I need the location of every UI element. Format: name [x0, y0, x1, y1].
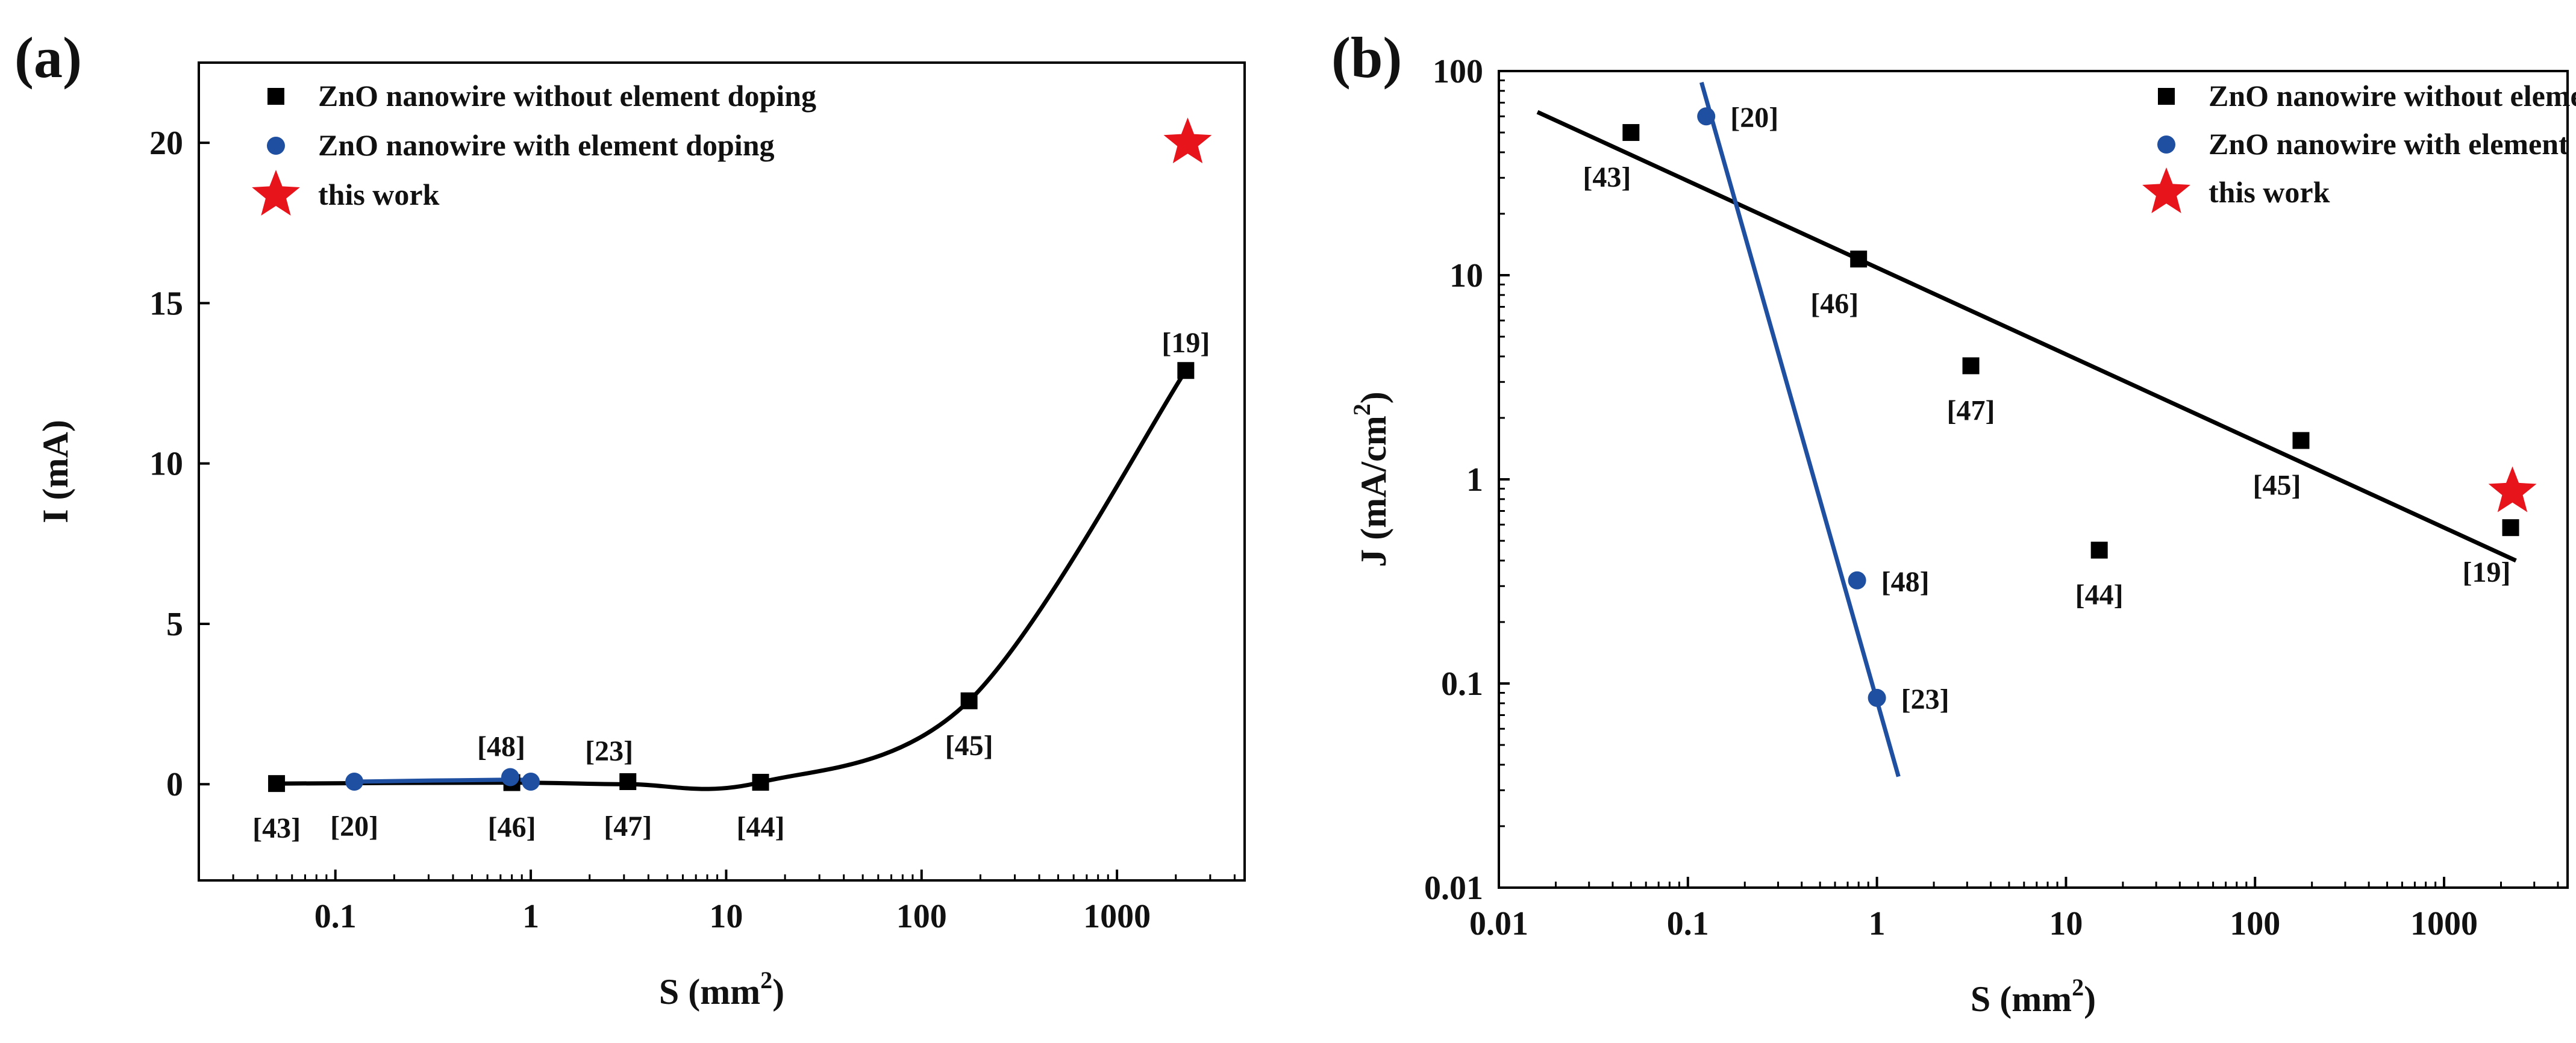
- y-tick-label: 1: [1466, 461, 1483, 499]
- x-tick-label: 1: [1869, 905, 1886, 942]
- y-axis-title: I (mA): [36, 420, 75, 523]
- y-axis-title: J (mA/cm2): [1348, 391, 1393, 567]
- x-tick-label: 0.01: [1469, 905, 1528, 942]
- data-point-label: [23]: [1901, 683, 1949, 715]
- legend-marker-0: [2158, 88, 2175, 105]
- data-point-label: [20]: [1730, 102, 1778, 134]
- data-point-square: [268, 775, 286, 792]
- x-tick-label: 100: [896, 898, 947, 935]
- x-axis-title-end: ): [2084, 979, 2096, 1019]
- x-tick-label: 0.1: [1667, 905, 1709, 942]
- series-fit-line-1: [1699, 81, 1901, 777]
- y-tick-label: 10: [149, 446, 183, 483]
- y-tick-label: 5: [166, 606, 183, 643]
- y-axis-title-main: J (mA/cm: [1354, 416, 1393, 567]
- data-point-label: [23]: [585, 735, 633, 767]
- x-axis-title-main: S (mm: [659, 972, 760, 1012]
- data-point-label: [44]: [2075, 579, 2124, 611]
- data-point-star: [2488, 466, 2537, 512]
- data-point-label: [46]: [488, 812, 536, 844]
- x-tick-label: 1: [522, 898, 539, 935]
- legend-marker-2: [2142, 167, 2190, 213]
- x-axis-title-end: ): [772, 972, 784, 1012]
- data-point-circle: [1697, 107, 1716, 126]
- y-tick-label: 15: [149, 285, 183, 322]
- data-point-label: [44]: [737, 811, 785, 843]
- panel-label: (a): [14, 25, 82, 90]
- y-axis-title-end: ): [1354, 391, 1393, 403]
- data-point-square: [752, 774, 769, 791]
- chart-panel-a: (a) 0.1 1 10 100 1000 0 5 10 15 20 S (mm2) I (mA) [43…: [14, 25, 1246, 1012]
- data-point-star: [1163, 117, 1212, 164]
- legend-marker-1: [267, 137, 285, 155]
- plot-frame: [198, 61, 1246, 882]
- legend-marker-1: [2157, 135, 2175, 154]
- data-point-label: [19]: [1161, 327, 1210, 359]
- series-fit-line-0: [1536, 110, 2517, 563]
- data-point-square: [1850, 251, 1868, 268]
- data-point-label: [48]: [477, 731, 525, 763]
- legend-marker-2: [252, 170, 300, 216]
- legend-marker-0: [267, 88, 284, 105]
- data-point-square: [2292, 432, 2310, 449]
- x-tick-label: 1000: [2410, 905, 2478, 942]
- series-curve-0: [277, 369, 1188, 791]
- x-axis-title: S (mm2): [659, 967, 784, 1012]
- data-point-label: [46]: [1810, 288, 1859, 320]
- y-tick-label: 20: [149, 125, 183, 162]
- legend-label-2: this work: [318, 178, 440, 211]
- data-point-square: [1622, 124, 1640, 142]
- legend-label-1: ZnO nanowire with element doping: [318, 128, 775, 162]
- x-tick-label: 0.1: [314, 898, 357, 935]
- y-tick-label: 10: [1449, 257, 1483, 294]
- legend-label-1: ZnO nanowire with element doping: [2209, 127, 2576, 161]
- y-tick-label: 0.1: [1441, 665, 1483, 703]
- legend-label-0: ZnO nanowire without element doping: [2209, 79, 2576, 113]
- data-point-label: [43]: [252, 812, 301, 844]
- y-axis-title-main: I (mA): [36, 420, 75, 523]
- data-point-square: [1962, 357, 1980, 375]
- data-point-square: [2502, 519, 2519, 537]
- data-point-label: [43]: [1583, 161, 1631, 193]
- y-axis-title-sup: 2: [1348, 403, 1375, 416]
- data-point-square: [960, 692, 978, 709]
- x-axis-title-main: S (mm: [1971, 979, 2072, 1019]
- x-tick-label: 100: [2230, 905, 2280, 942]
- legend-label-0: ZnO nanowire without element doping: [318, 79, 816, 113]
- y-tick-label: 100: [1433, 53, 1483, 90]
- data-point-square: [2090, 541, 2108, 559]
- y-tick-label: 0: [166, 766, 183, 803]
- data-point-label: [45]: [945, 730, 993, 762]
- data-point-label: [20]: [330, 811, 378, 842]
- data-point-circle: [345, 772, 364, 791]
- data-point-label: [19]: [2463, 556, 2511, 588]
- data-point-circle: [522, 772, 540, 791]
- data-point-circle: [1868, 688, 1886, 707]
- x-axis-title-sup: 2: [760, 967, 772, 994]
- data-point-label: [48]: [1881, 566, 1930, 598]
- x-tick-label: 1000: [1083, 898, 1151, 935]
- x-tick-label: 10: [709, 898, 743, 935]
- data-point-circle: [1848, 571, 1866, 590]
- data-point-square: [619, 773, 637, 790]
- data-point-circle: [501, 768, 519, 786]
- data-point-label: [47]: [1947, 394, 1995, 426]
- panel-label: (b): [1331, 25, 1402, 90]
- legend-label-2: this work: [2209, 175, 2330, 209]
- data-point-square: [1177, 362, 1195, 379]
- x-tick-label: 10: [2049, 905, 2083, 942]
- data-point-label: [45]: [2252, 469, 2301, 501]
- x-axis-title: S (mm2): [1971, 974, 2096, 1019]
- y-tick-label: 0.01: [1424, 870, 1483, 907]
- data-point-label: [47]: [604, 811, 652, 842]
- plot-frame: [1498, 70, 2569, 889]
- x-axis-title-sup: 2: [2072, 974, 2084, 1001]
